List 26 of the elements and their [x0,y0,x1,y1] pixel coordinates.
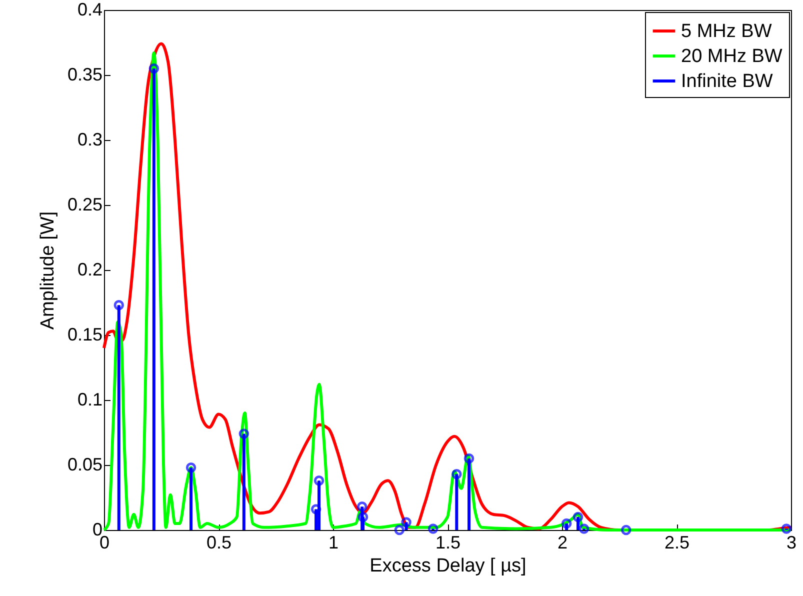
point [578,524,590,534]
y-tick-label: 0.15 [67,324,102,344]
point [394,524,405,536]
y-tick-label: 0.4 [77,0,102,20]
y-tick-label: 0.05 [67,454,102,474]
y-tick-label: 0.25 [67,194,102,214]
x-tick-label: 2 [557,532,568,552]
x-tick-label: 3 [786,532,797,552]
point [781,524,792,534]
point [620,524,632,536]
x-tick-label: 1 [328,532,339,552]
y-tick-label: 0.3 [77,130,102,150]
x-tick-label: 2.5 [664,532,690,552]
legend-label: Infinite BW [681,71,773,92]
x-tick-label: 0.5 [206,532,232,552]
y-tick-label: 0.2 [77,260,102,280]
point [428,524,438,534]
legend-label: 5 MHz BW [681,21,772,42]
legend-label: 20 MHz BW [681,46,782,67]
y-tick-label: 0.1 [77,390,102,410]
x-axis-title: Excess Delay [ µs] [370,556,526,576]
y-tick-label: 0.35 [67,64,102,84]
x-tick-label: 1.5 [435,532,461,552]
y-axis-title: Amplitude [W] [37,211,58,330]
point [561,518,572,529]
point [401,517,412,528]
